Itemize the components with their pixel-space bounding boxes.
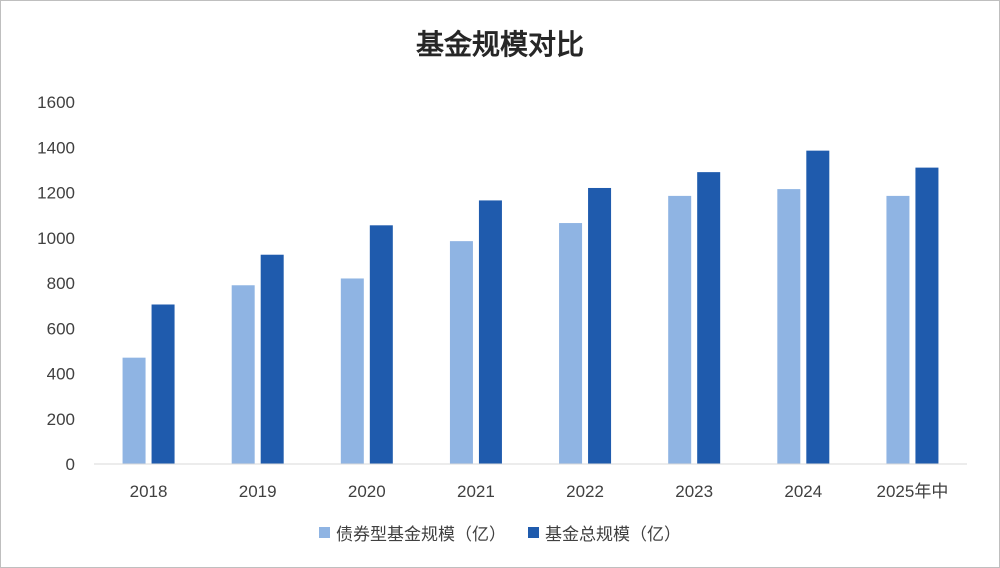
y-tick-label: 1400 xyxy=(37,138,75,157)
bar-total-fund-0 xyxy=(151,304,175,464)
legend-item-total-fund: 基金总规模（亿） xyxy=(528,520,681,545)
chart-title: 基金规模对比 xyxy=(415,28,584,61)
bar-bond-fund-0 xyxy=(122,357,146,464)
x-tick-label: 2018 xyxy=(130,482,168,501)
x-tick-label: 2022 xyxy=(566,482,604,501)
bar-bond-fund-4 xyxy=(559,223,583,464)
bar-bond-fund-3 xyxy=(449,241,473,464)
legend-label-total-fund: 基金总规模（亿） xyxy=(545,525,681,545)
bar-bond-fund-5 xyxy=(668,195,692,465)
y-tick-label: 200 xyxy=(47,410,75,429)
x-tick-label: 2024 xyxy=(784,482,822,501)
legend: 债券型基金规模（亿） 基金总规模（亿） xyxy=(1,520,999,545)
bar-total-fund-3 xyxy=(478,200,502,464)
y-tick-label: 800 xyxy=(47,274,75,293)
legend-swatch-total-fund xyxy=(528,527,539,538)
bar-bond-fund-7 xyxy=(886,195,910,465)
bar-total-fund-7 xyxy=(915,167,939,465)
x-tick-label: 2023 xyxy=(675,482,713,501)
legend-swatch-bond-fund xyxy=(319,527,330,538)
x-axis-ticks: 2018 2019 2020 2021 2022 2023 2024 2025年中 xyxy=(130,482,949,501)
y-tick-label: 400 xyxy=(47,365,75,384)
y-tick-label: 0 xyxy=(66,455,75,474)
y-tick-label: 600 xyxy=(47,319,75,338)
legend-label-bond-fund: 债券型基金规模（亿） xyxy=(336,525,506,545)
y-tick-label: 1200 xyxy=(37,184,75,203)
legend-item-bond-fund: 债券型基金规模（亿） xyxy=(319,520,506,545)
bar-bond-fund-2 xyxy=(340,278,364,464)
x-tick-label: 2025年中 xyxy=(877,482,949,501)
x-tick-label: 2020 xyxy=(348,482,386,501)
bar-bond-fund-1 xyxy=(231,285,255,464)
bars xyxy=(122,150,939,465)
bar-total-fund-5 xyxy=(697,172,721,464)
y-tick-label: 1000 xyxy=(37,229,75,248)
bar-total-fund-4 xyxy=(588,187,612,464)
y-axis-ticks: 0 200 400 600 800 1000 1200 1400 1600 xyxy=(37,93,75,474)
x-tick-label: 2021 xyxy=(457,482,495,501)
y-tick-label: 1600 xyxy=(37,93,75,112)
bar-total-fund-6 xyxy=(806,150,830,465)
x-tick-label: 2019 xyxy=(239,482,277,501)
bar-total-fund-2 xyxy=(369,225,393,464)
bar-total-fund-1 xyxy=(260,254,284,464)
bar-bond-fund-6 xyxy=(777,189,801,464)
